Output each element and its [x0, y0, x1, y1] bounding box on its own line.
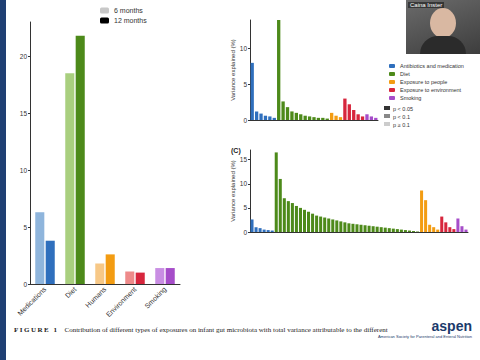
svg-text:Diet: Diet [64, 285, 78, 299]
svg-text:Variance explained (%): Variance explained (%) [230, 39, 236, 101]
svg-text:(C): (C) [231, 147, 241, 155]
svg-text:12 months: 12 months [114, 17, 147, 24]
svg-text:5: 5 [243, 81, 247, 88]
svg-text:Smoking: Smoking [143, 285, 168, 310]
svg-text:20: 20 [20, 53, 28, 60]
svg-text:Humans: Humans [84, 285, 108, 309]
svg-text:Diet: Diet [400, 71, 410, 77]
svg-text:p < 0.1: p < 0.1 [393, 114, 410, 120]
svg-text:0: 0 [23, 281, 27, 288]
svg-text:15: 15 [240, 156, 248, 163]
svg-text:0: 0 [243, 229, 247, 236]
svg-text:6 months: 6 months [114, 7, 143, 14]
svg-text:p ≥ 0.1: p ≥ 0.1 [393, 122, 410, 128]
svg-text:Exposure to environment: Exposure to environment [400, 87, 462, 93]
svg-text:p < 0.05: p < 0.05 [393, 106, 413, 112]
svg-text:10: 10 [240, 45, 248, 52]
svg-text:10: 10 [240, 180, 248, 187]
svg-text:5: 5 [243, 204, 247, 211]
svg-text:5: 5 [23, 224, 27, 231]
svg-text:0: 0 [243, 117, 247, 124]
html-text:Contribution of different type: Contribution of different types of expos… [64, 326, 388, 334]
svg-text:Smoking: Smoking [400, 95, 421, 101]
svg-text:Environment: Environment [105, 285, 138, 318]
svg-text:Medications: Medications [16, 285, 48, 317]
svg-text:10: 10 [20, 167, 28, 174]
html-text:American Society for Parentera: American Society for Parenteral and Ente… [378, 334, 472, 339]
svg-text:15: 15 [20, 110, 28, 117]
svg-text:Exposure to people: Exposure to people [400, 79, 447, 85]
html-text:aspen: aspen [431, 318, 472, 334]
svg-text:Variance explained (%): Variance explained (%) [230, 160, 236, 222]
html-text:FIGURE 1: FIGURE 1 [14, 326, 59, 334]
html-text:Caina Inster: Caina Inster [410, 2, 443, 8]
svg-text:Antibiotics and medication: Antibiotics and medication [400, 63, 464, 69]
